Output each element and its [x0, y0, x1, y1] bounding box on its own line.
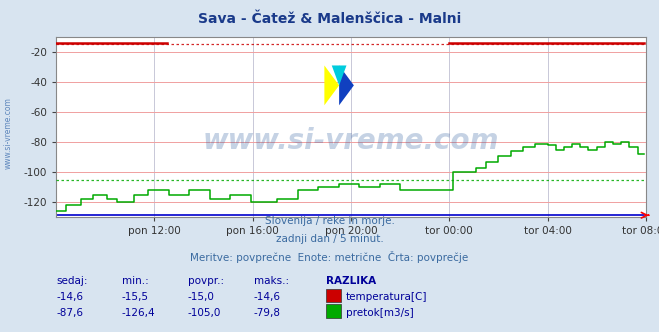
Text: temperatura[C]: temperatura[C] — [346, 292, 428, 302]
Text: www.si-vreme.com: www.si-vreme.com — [3, 97, 13, 169]
Text: min.:: min.: — [122, 276, 149, 286]
Text: Slovenija / reke in morje.: Slovenija / reke in morje. — [264, 216, 395, 226]
Polygon shape — [339, 65, 354, 105]
Text: -79,8: -79,8 — [254, 308, 281, 318]
Polygon shape — [331, 65, 347, 85]
Text: zadnji dan / 5 minut.: zadnji dan / 5 minut. — [275, 234, 384, 244]
Text: Meritve: povprečne  Enote: metrične  Črta: povprečje: Meritve: povprečne Enote: metrične Črta:… — [190, 251, 469, 263]
Polygon shape — [324, 65, 339, 105]
Text: Sava - Čatež & Malenščica - Malni: Sava - Čatež & Malenščica - Malni — [198, 12, 461, 26]
Text: -126,4: -126,4 — [122, 308, 156, 318]
Text: -15,0: -15,0 — [188, 292, 215, 302]
Text: www.si-vreme.com: www.si-vreme.com — [203, 127, 499, 155]
Text: povpr.:: povpr.: — [188, 276, 224, 286]
Text: -14,6: -14,6 — [56, 292, 83, 302]
Text: sedaj:: sedaj: — [56, 276, 88, 286]
Text: -87,6: -87,6 — [56, 308, 83, 318]
Text: -14,6: -14,6 — [254, 292, 281, 302]
Text: maks.:: maks.: — [254, 276, 289, 286]
Text: pretok[m3/s]: pretok[m3/s] — [346, 308, 414, 318]
Text: -105,0: -105,0 — [188, 308, 221, 318]
Text: RAZLIKA: RAZLIKA — [326, 276, 376, 286]
Text: -15,5: -15,5 — [122, 292, 149, 302]
